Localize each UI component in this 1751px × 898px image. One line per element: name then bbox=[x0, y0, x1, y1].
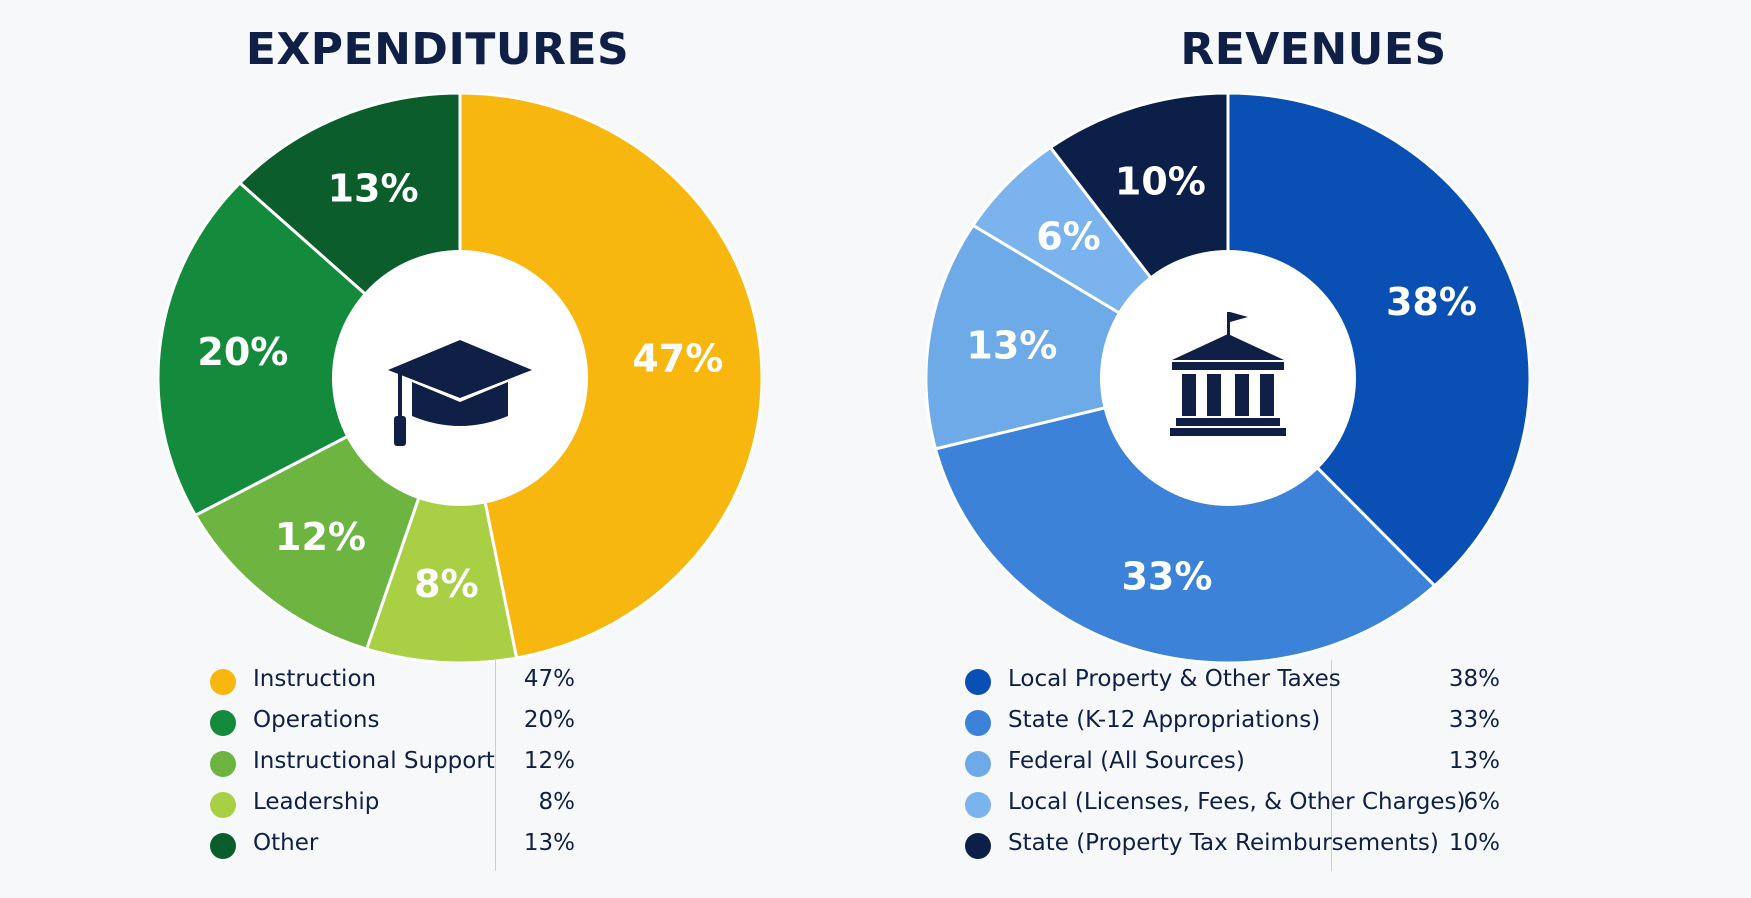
slice-value-label: 8% bbox=[414, 562, 479, 606]
government-building-icon bbox=[1170, 312, 1286, 436]
slice-value-label: 6% bbox=[1036, 215, 1101, 259]
slice-value-label: 38% bbox=[1386, 280, 1477, 324]
legend-value: 47% bbox=[523, 666, 575, 692]
legend-swatch bbox=[965, 669, 991, 695]
legend-swatch bbox=[965, 751, 991, 777]
legend-value: 33% bbox=[1448, 707, 1500, 733]
legend-item: Other 13% bbox=[210, 824, 650, 865]
legend-swatch bbox=[965, 833, 991, 859]
legend-swatch bbox=[965, 710, 991, 736]
legend-label: Local Property & Other Taxes bbox=[1008, 666, 1341, 692]
slice-leadership bbox=[364, 372, 519, 663]
legend-label: Instruction bbox=[253, 666, 377, 692]
legend-label: Leadership bbox=[253, 789, 380, 815]
legend-label: State (Property Tax Reimbursements) bbox=[1008, 830, 1439, 856]
expenditures-legend: Instruction 47% Operations 20% Instructional… bbox=[210, 660, 650, 871]
revenues-legend: Local Property & Other Taxes 38% State (K-… bbox=[965, 660, 1585, 871]
legend-swatch bbox=[210, 710, 236, 736]
legend-value: 38% bbox=[1448, 666, 1500, 692]
legend-item: Instruction 47% bbox=[210, 660, 650, 701]
legend-divider bbox=[1331, 660, 1332, 871]
legend-value: 10% bbox=[1448, 830, 1500, 856]
revenues-title: REVENUES bbox=[1180, 24, 1447, 75]
legend-item: Leadership 8% bbox=[210, 783, 650, 824]
legend-label: State (K-12 Appropriations) bbox=[1008, 707, 1321, 733]
slice-state-k-12-appropriations bbox=[933, 376, 1437, 663]
legend-item: Local Property & Other Taxes 38% bbox=[965, 660, 1585, 701]
donut-center bbox=[1100, 250, 1356, 506]
legend-item: Local (Licenses, Fees, & Other Charges) 6… bbox=[965, 783, 1585, 824]
legend-label: Other bbox=[253, 830, 319, 856]
legend-swatch bbox=[210, 833, 236, 859]
legend-label: Local (Licenses, Fees, & Other Charges) bbox=[1008, 789, 1466, 815]
legend-divider bbox=[495, 660, 496, 871]
revenues-donut-chart: 38% 33% 13% 6% 10% bbox=[926, 93, 1530, 663]
legend-value: 6% bbox=[1463, 789, 1501, 815]
slice-value-label: 33% bbox=[1121, 554, 1212, 598]
legend-value: 13% bbox=[1448, 748, 1500, 774]
slice-value-label: 13% bbox=[966, 324, 1057, 368]
legend-swatch bbox=[210, 669, 236, 695]
legend-value: 13% bbox=[523, 830, 575, 856]
legend-item: Federal (All Sources) 13% bbox=[965, 742, 1585, 783]
legend-value: 8% bbox=[538, 789, 576, 815]
slice-value-label: 20% bbox=[197, 330, 288, 374]
legend-value: 20% bbox=[523, 707, 575, 733]
legend-swatch bbox=[965, 792, 991, 818]
slice-value-label: 47% bbox=[632, 337, 723, 381]
legend-value: 12% bbox=[523, 748, 575, 774]
slice-instruction bbox=[458, 93, 762, 660]
legend-item: Instructional Support 12% bbox=[210, 742, 650, 783]
legend-swatch bbox=[210, 792, 236, 818]
legend-label: Operations bbox=[253, 707, 380, 733]
legend-item: State (Property Tax Reimbursements) 10% bbox=[965, 824, 1585, 865]
slice-operations bbox=[158, 180, 463, 518]
slice-local-property-other-taxes bbox=[1226, 93, 1530, 588]
graduation-cap-icon bbox=[388, 340, 532, 446]
legend-label: Instructional Support bbox=[253, 748, 495, 774]
slice-value-label: 10% bbox=[1115, 160, 1206, 204]
legend-item: State (K-12 Appropriations) 33% bbox=[965, 701, 1585, 742]
legend-item: Operations 20% bbox=[210, 701, 650, 742]
legend-label: Federal (All Sources) bbox=[1008, 748, 1245, 774]
slice-value-label: 12% bbox=[275, 515, 366, 559]
legend-swatch bbox=[210, 751, 236, 777]
expenditures-title: EXPENDITURES bbox=[245, 24, 630, 75]
expenditures-donut-chart: 47% 8% 12% 20% 13% bbox=[158, 93, 762, 663]
slice-value-label: 13% bbox=[328, 166, 419, 210]
